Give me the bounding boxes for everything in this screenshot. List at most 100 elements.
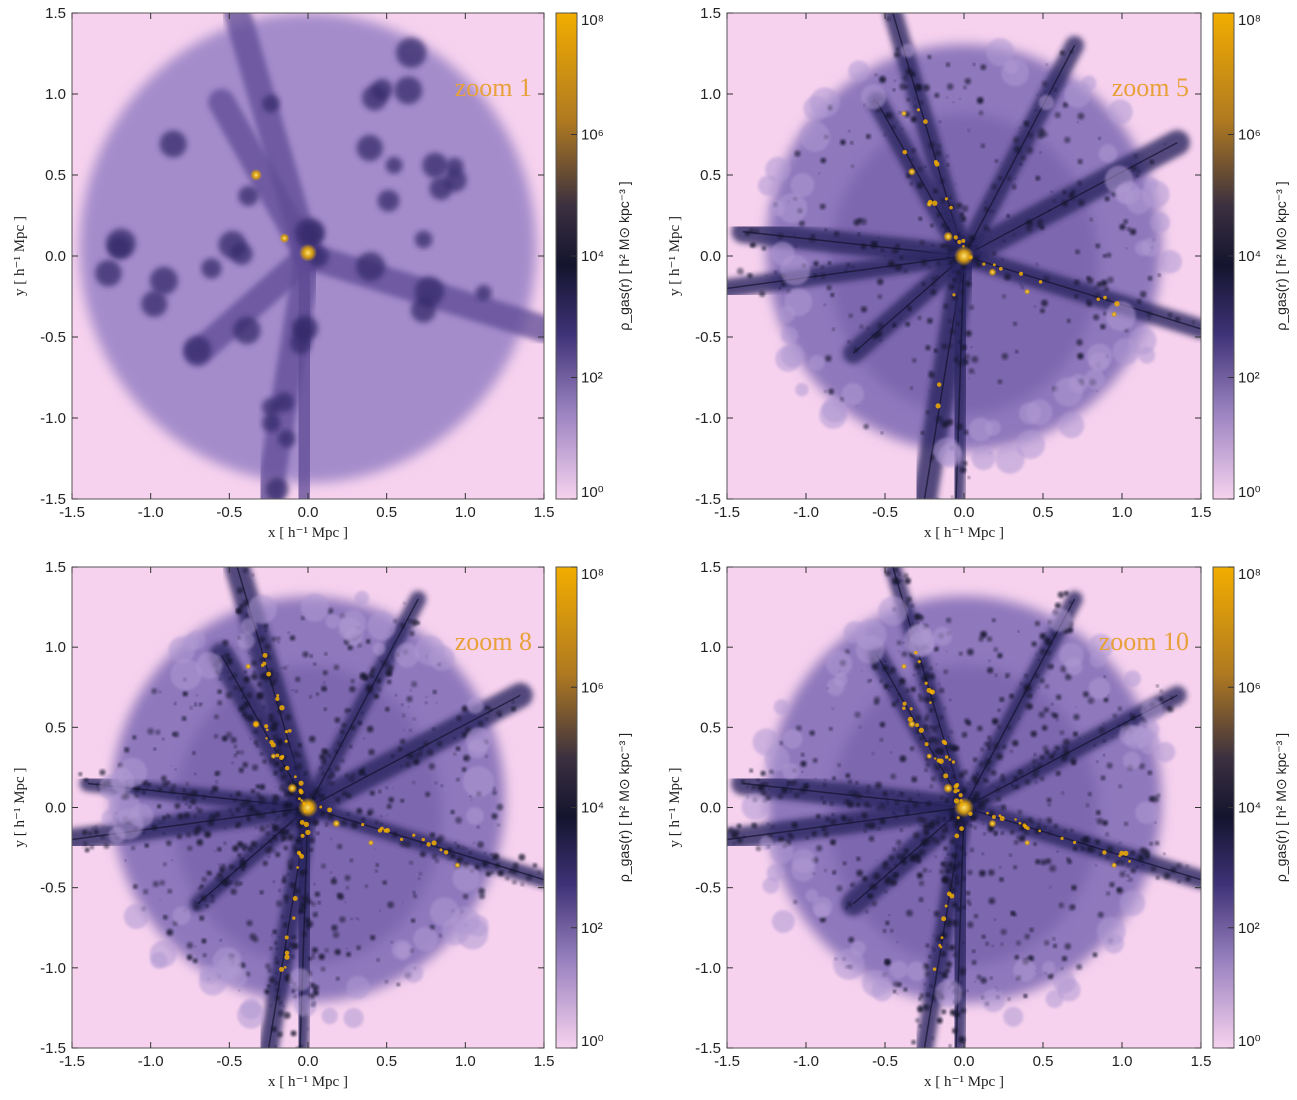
colorbar: 10⁸ 10⁶ 10⁴ 10² 10⁰ ρ_gas(r) [ h² M⊙ kpc⁻³ ] [1212, 566, 1289, 1050]
y-tick-label: -0.5 [40, 880, 66, 897]
y-axis-label: y [ h⁻¹ Mpc ] [12, 216, 28, 296]
y-tick-label: 0.0 [700, 800, 721, 817]
colorbar-tick-label: 10⁶ [581, 679, 604, 696]
x-tick-label: -0.5 [872, 1053, 898, 1070]
y-tick-label: 1.0 [45, 639, 66, 656]
y-tick-label: 1.0 [45, 86, 66, 103]
colorbar-tick-label: 10⁸ [1238, 566, 1261, 583]
panel-label: zoom 1 [455, 73, 532, 102]
x-tick-label: -1.5 [59, 504, 85, 521]
y-tick-label: -1.0 [40, 960, 66, 977]
x-tick-label: -1.5 [59, 1053, 85, 1070]
hot-spots [900, 650, 1131, 971]
y-tick-label: 0.5 [45, 167, 66, 184]
y-tick-label: -1.5 [40, 1040, 66, 1057]
y-tick-label: -1.0 [40, 410, 66, 427]
x-tick-label: -0.5 [872, 504, 898, 521]
colorbar-tick-label: 10² [1238, 370, 1260, 387]
colorbar: 10⁸ 10⁶ 10⁴ 10² 10⁰ ρ_gas(r) [ h² M⊙ kpc⁻³ ] [1212, 12, 1289, 501]
chart-panel-1: zoom 1 -1.5 -1.0 -0.5 0.0 0.5 1.0 1.5 1.5 1.0 0.5 0… [12, 5, 554, 541]
colorbar-tick-label: 10⁰ [1238, 1033, 1261, 1050]
x-axis-label: x [ h⁻¹ Mpc ] [924, 1074, 1004, 1090]
colorbar-label: ρ_gas(r) [ h² M⊙ kpc⁻³ ] [616, 181, 632, 330]
colorbar-tick-label: 10⁴ [581, 800, 604, 817]
y-tick-label: 0.0 [45, 800, 66, 817]
x-tick-label: 0.0 [954, 1053, 975, 1070]
panel-label: zoom 8 [455, 627, 532, 656]
panel-label: zoom 10 [1099, 627, 1189, 656]
chart-panel-2: zoom 5 -1.5 -1.0 -0.5 0.0 0.5 1.0 1.5 1.5 1.0 0.5 0… [667, 5, 1211, 541]
y-tick-label: -1.5 [695, 491, 721, 508]
y-tick-label: 1.0 [700, 86, 721, 103]
x-tick-label: -1.0 [793, 1053, 819, 1070]
x-tick-label: 1.0 [455, 1053, 476, 1070]
colorbar-label: ρ_gas(r) [ h² M⊙ kpc⁻³ ] [1273, 733, 1289, 882]
hot-spots [245, 652, 461, 972]
y-tick-label: 1.5 [45, 559, 66, 576]
y-tick-label: -0.5 [40, 329, 66, 346]
x-tick-label: 0.0 [954, 504, 975, 521]
x-tick-label: 1.0 [455, 504, 476, 521]
x-tick-label: 0.0 [298, 504, 319, 521]
colorbar-tick-label: 10⁸ [581, 566, 604, 583]
x-tick-label: -1.0 [138, 504, 164, 521]
x-axis-label: x [ h⁻¹ Mpc ] [924, 525, 1004, 541]
halos [78, 567, 541, 1048]
y-tick-label: -0.5 [695, 880, 721, 897]
x-tick-label: 0.5 [376, 504, 397, 521]
panel-label: zoom 5 [1112, 73, 1189, 102]
x-axis-label: x [ h⁻¹ Mpc ] [268, 1074, 348, 1090]
halos [736, 16, 1195, 499]
y-tick-label: -0.5 [695, 329, 721, 346]
y-tick-label: -1.5 [40, 491, 66, 508]
colorbar-tick-label: 10⁴ [1238, 248, 1261, 265]
colorbar-tick-label: 10² [1238, 920, 1260, 937]
hot-spots [250, 169, 317, 262]
x-tick-label: 0.0 [298, 1053, 319, 1070]
y-tick-label: 1.5 [700, 559, 721, 576]
colorbar-label: ρ_gas(r) [ h² M⊙ kpc⁻³ ] [616, 733, 632, 882]
colorbar-tick-label: 10⁰ [1238, 484, 1261, 501]
colorbar-tick-label: 10⁶ [1238, 127, 1261, 144]
density-map [727, 13, 1201, 499]
x-tick-label: 1.5 [1191, 504, 1212, 521]
x-tick-label: -1.0 [793, 504, 819, 521]
x-tick-label: -1.0 [138, 1053, 164, 1070]
chart-panel-4: zoom 10 -1.5 -1.0 -0.5 0.0 0.5 1.0 1.5 1.5 1.0 0.5… [667, 559, 1212, 1090]
colorbar-tick-label: 10² [581, 920, 603, 937]
colorbar-tick-label: 10² [581, 370, 603, 387]
x-tick-label: -1.5 [714, 1053, 740, 1070]
y-tick-label: -1.0 [695, 960, 721, 977]
x-tick-label: 1.0 [1112, 1053, 1133, 1070]
y-tick-label: 0.0 [700, 248, 721, 265]
hot-spots [900, 108, 1120, 409]
y-tick-label: -1.0 [695, 410, 721, 427]
colorbar-tick-label: 10⁸ [581, 12, 604, 29]
filaments [184, 13, 544, 499]
density-map [72, 13, 544, 499]
density-map [727, 567, 1201, 1048]
y-axis-label: y [ h⁻¹ Mpc ] [667, 768, 683, 848]
colorbar-tick-label: 10⁶ [581, 127, 604, 144]
colorbar-tick-label: 10⁴ [581, 248, 604, 265]
y-tick-label: 1.0 [700, 639, 721, 656]
halos [727, 567, 1191, 1048]
colorbar: 10⁸ 10⁶ 10⁴ 10² 10⁰ ρ_gas(r) [ h² M⊙ kpc⁻³ ] [555, 12, 632, 501]
x-tick-label: -0.5 [216, 504, 242, 521]
colorbar-tick-label: 10⁰ [581, 1033, 604, 1050]
colorbar-tick-label: 10⁴ [1238, 800, 1261, 817]
x-tick-label: -1.5 [714, 504, 740, 521]
y-axis-label: y [ h⁻¹ Mpc ] [667, 216, 683, 296]
x-axis-label: x [ h⁻¹ Mpc ] [268, 525, 348, 541]
x-tick-label: 1.5 [1191, 1053, 1212, 1070]
x-tick-label: 0.5 [376, 1053, 397, 1070]
colorbar-tick-label: 10⁸ [1238, 12, 1261, 29]
y-tick-label: 0.0 [45, 248, 66, 265]
colorbar-tick-label: 10⁰ [581, 484, 604, 501]
colorbar: 10⁸ 10⁶ 10⁴ 10² 10⁰ ρ_gas(r) [ h² M⊙ kpc⁻³ ] [555, 566, 632, 1050]
x-tick-label: -0.5 [216, 1053, 242, 1070]
x-tick-label: 1.5 [534, 1053, 555, 1070]
y-tick-label: 0.5 [700, 719, 721, 736]
x-tick-label: 1.0 [1112, 504, 1133, 521]
